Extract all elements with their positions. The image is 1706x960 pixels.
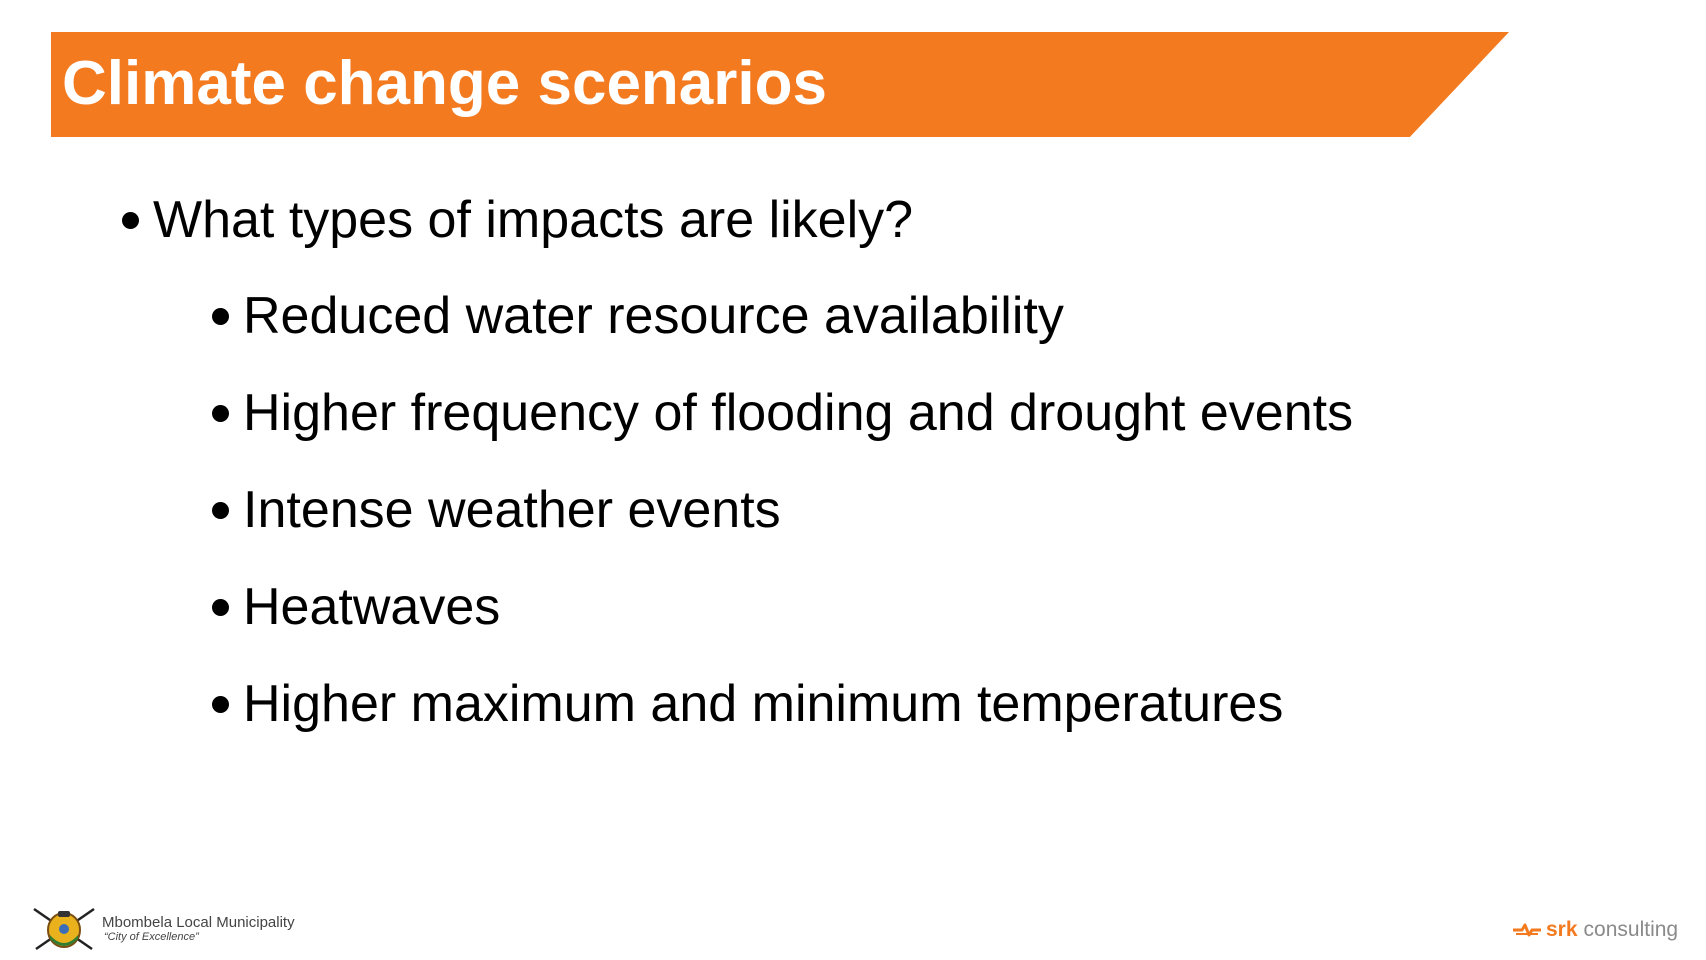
sub-bullet-item: Intense weather events [212, 478, 781, 542]
bullet-text: Reduced water resource availability [243, 287, 1064, 345]
municipality-coat-of-arms-icon [33, 907, 95, 951]
company-logo: srk consulting [1512, 918, 1678, 942]
bullet-dot-icon [212, 404, 229, 422]
company-name: srk [1546, 918, 1578, 941]
bullet-dot-icon [122, 211, 139, 229]
municipality-name: Mbombela Local Municipality [102, 914, 295, 931]
bullet-text: Higher frequency of flooding and drought… [243, 384, 1354, 442]
municipality-logo: Mbombela Local Municipality “City of Exc… [30, 905, 295, 953]
slide-title: Climate change scenarios [62, 49, 827, 118]
bullet-text: What types of impacts are likely? [153, 191, 914, 249]
sub-bullet-item: Reduced water resource availability [212, 284, 1064, 348]
company-suffix: consulting [1583, 918, 1679, 941]
bullet-item: What types of impacts are likely? [122, 188, 913, 252]
title-banner [51, 32, 1509, 137]
sub-bullet-item: Higher maximum and minimum temperatures [212, 672, 1283, 736]
bullet-dot-icon [212, 598, 229, 616]
bullet-text: Intense weather events [243, 481, 781, 539]
bullet-dot-icon [212, 501, 229, 519]
sub-bullet-item: Higher frequency of flooding and drought… [212, 381, 1353, 445]
sub-bullet-item: Heatwaves [212, 575, 500, 639]
srk-logo-icon [1513, 923, 1541, 937]
bullet-dot-icon [212, 695, 229, 713]
bullet-dot-icon [212, 307, 229, 325]
bullet-text: Heatwaves [243, 578, 501, 636]
municipality-motto: “City of Excellence” [104, 931, 199, 943]
bullet-text: Higher maximum and minimum temperatures [243, 675, 1284, 733]
